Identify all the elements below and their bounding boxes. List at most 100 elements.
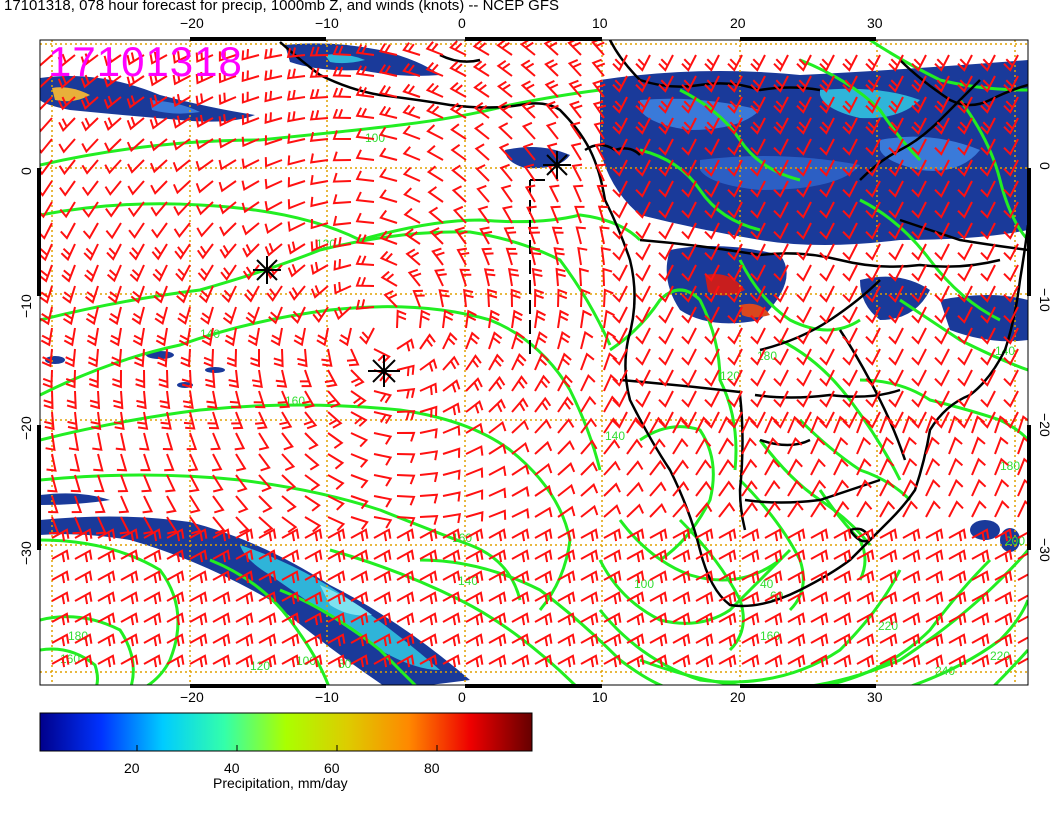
wind-barb [787, 549, 806, 563]
wind-barb [546, 142, 559, 161]
wind-barb [97, 591, 116, 605]
wind-barb [787, 479, 804, 497]
wind-barb [419, 428, 438, 439]
wind-barb [865, 348, 881, 366]
wind-barb [172, 51, 191, 64]
wind-barb [88, 369, 99, 389]
wind-barb [396, 654, 415, 668]
wind-barb [178, 327, 191, 347]
wind-barb [750, 285, 766, 303]
wind-barb [304, 474, 321, 492]
wind-barb [994, 457, 1009, 476]
wind-barb [681, 264, 697, 282]
wind-barb [250, 349, 260, 368]
wind-barb [475, 164, 490, 182]
wind-barb [819, 243, 835, 261]
wind-barb [510, 288, 521, 308]
wind-barb [143, 528, 162, 542]
wind-barb [911, 96, 927, 114]
wind-barb [681, 369, 697, 387]
wind-barb [957, 159, 973, 177]
wind-barb [879, 612, 898, 626]
wind-barb [155, 327, 168, 347]
wind-barb [511, 419, 530, 434]
wind-barb [488, 654, 507, 668]
lat-tick: −30 [18, 541, 34, 565]
wind-barb [277, 390, 291, 409]
wind-barb [264, 112, 283, 124]
wind-barb [727, 201, 743, 219]
wind-barb [925, 528, 944, 542]
wind-barb [51, 633, 70, 647]
wind-barb [994, 633, 1013, 647]
wind-barb [1017, 415, 1028, 434]
wind-barb [658, 222, 674, 240]
wind-barb [355, 276, 375, 287]
wind-barb [773, 138, 789, 156]
wind-barb [787, 501, 804, 518]
wind-barb [97, 570, 116, 584]
wind-barb [396, 387, 416, 399]
wind-barb [57, 75, 76, 89]
wind-barb [166, 591, 185, 605]
wind-barb [204, 369, 216, 389]
wind-barb [264, 222, 283, 235]
wind-barb [718, 549, 737, 563]
wind-barb [1017, 457, 1028, 476]
wind-barb [258, 516, 274, 534]
wind-barb [150, 180, 168, 195]
wind-barb [150, 201, 168, 217]
wind-barb [750, 96, 766, 114]
wind-barb [402, 83, 421, 98]
wind-barb [120, 549, 139, 563]
wind-barb [796, 54, 812, 72]
wind-barb [312, 306, 329, 324]
lon-tick: 0 [458, 689, 466, 705]
wind-barb [350, 612, 369, 626]
wind-barb [149, 116, 168, 130]
wind-barb [303, 411, 318, 430]
wind-barb [911, 54, 927, 72]
wind-barb [402, 166, 421, 182]
wind-barb [902, 570, 921, 584]
wind-barb [727, 243, 743, 261]
wind-barb [90, 411, 102, 431]
wind-barb [750, 348, 766, 366]
wind-barb [842, 96, 858, 114]
wind-barb [110, 348, 122, 368]
wind-barb [580, 633, 599, 647]
wind-barb [591, 58, 606, 77]
wind-barb [580, 374, 596, 392]
wind-barb [219, 243, 237, 259]
wind-barb [833, 500, 850, 518]
wind-barb [426, 124, 444, 140]
wind-barb [304, 612, 323, 626]
wind-barb [773, 348, 789, 366]
wind-barb [994, 612, 1013, 626]
wind-barb [580, 570, 599, 584]
wind-barb [402, 63, 421, 77]
wind-barb [264, 90, 283, 103]
wind-barb [635, 159, 651, 177]
wind-barb [143, 633, 162, 647]
wind-barb [842, 159, 858, 177]
wind-barb [603, 591, 622, 605]
wind-barb [704, 369, 720, 387]
wind-barb [773, 159, 789, 177]
wind-barb [842, 222, 858, 240]
wind-barb [902, 591, 921, 605]
wind-barb [810, 436, 826, 455]
lon-tick: 20 [730, 689, 746, 705]
wind-barb [477, 205, 490, 224]
wind-barb [419, 515, 439, 525]
wind-barb [241, 201, 260, 214]
wind-barb [264, 69, 283, 81]
wind-barb [182, 390, 194, 410]
wind-barb [842, 327, 858, 345]
wind-barb [118, 495, 130, 514]
wind-barb [934, 243, 950, 261]
wind-barb [481, 247, 494, 266]
wind-barb [120, 591, 139, 605]
wind-barb [479, 226, 493, 245]
lon-tick: 10 [592, 689, 608, 705]
